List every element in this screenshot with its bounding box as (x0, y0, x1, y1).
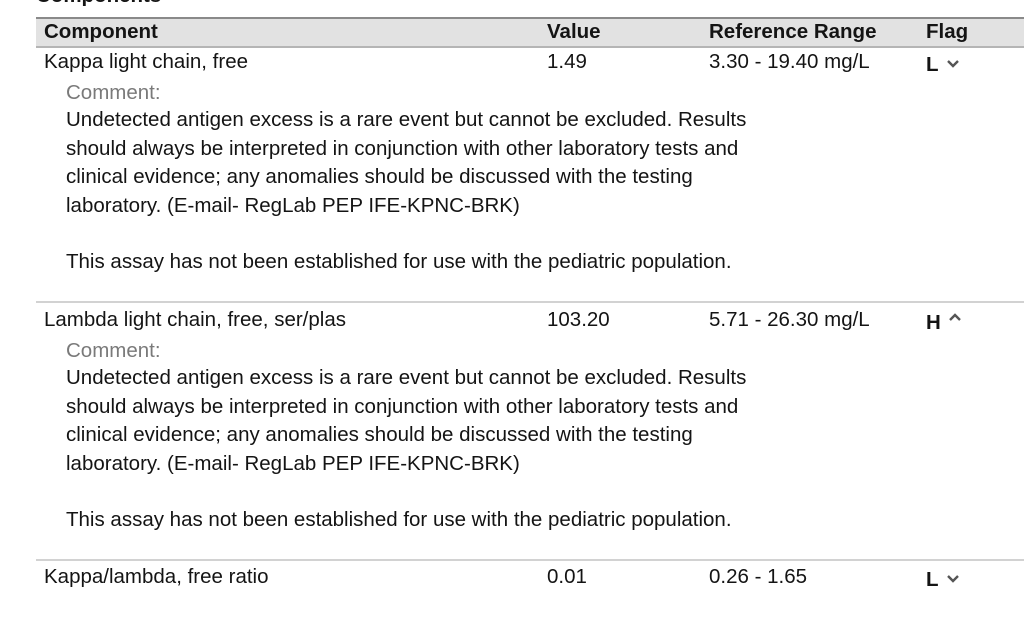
comment-line: should always be interpreted in conjunct… (66, 136, 739, 160)
flag-up-icon (949, 313, 961, 321)
comment-line: laboratory. (E-mail- RegLab PEP IFE-KPNC… (66, 193, 520, 217)
comment-line: laboratory. (E-mail- RegLab PEP IFE-KPNC… (66, 451, 520, 475)
column-header: Flag (926, 20, 969, 43)
column-header: Value (547, 20, 601, 43)
component-name: Lambda light chain, free, ser/plas (44, 308, 346, 331)
result-value: 1.49 (547, 50, 587, 73)
column-header: Reference Range (709, 20, 877, 43)
comment-line: Undetected antigen excess is a rare even… (66, 366, 747, 389)
flag: L (926, 53, 939, 76)
row-separator (36, 559, 1024, 561)
column-header: Component (44, 20, 158, 43)
table-header (36, 17, 1024, 48)
flag-down-icon (947, 60, 959, 68)
comment-note: This assay has not been established for … (66, 508, 732, 531)
result-value: 0.01 (547, 565, 587, 588)
comment-line: clinical evidence; any anomalies should … (66, 423, 693, 446)
component-name: Kappa/lambda, free ratio (44, 565, 269, 588)
flag-down-icon (947, 575, 959, 583)
comment-label: Comment: (66, 339, 161, 362)
reference-range: 5.71 - 26.30 mg/L (709, 308, 870, 331)
comment-line: Undetected antigen excess is a rare even… (66, 108, 747, 131)
row-separator (36, 301, 1024, 303)
result-value: 103.20 (547, 308, 610, 331)
component-name: Kappa light chain, free (44, 50, 248, 73)
section-title: Components (36, 0, 161, 8)
comment-note: This assay has not been established for … (66, 250, 732, 273)
reference-range: 3.30 - 19.40 mg/L (709, 50, 870, 73)
comment-label: Comment: (66, 81, 161, 104)
comment-line: should always be interpreted in conjunct… (66, 394, 739, 418)
flag: H (926, 311, 941, 334)
reference-range: 0.26 - 1.65 (709, 565, 808, 588)
comment-line: clinical evidence; any anomalies should … (66, 165, 693, 188)
flag: L (926, 568, 939, 591)
